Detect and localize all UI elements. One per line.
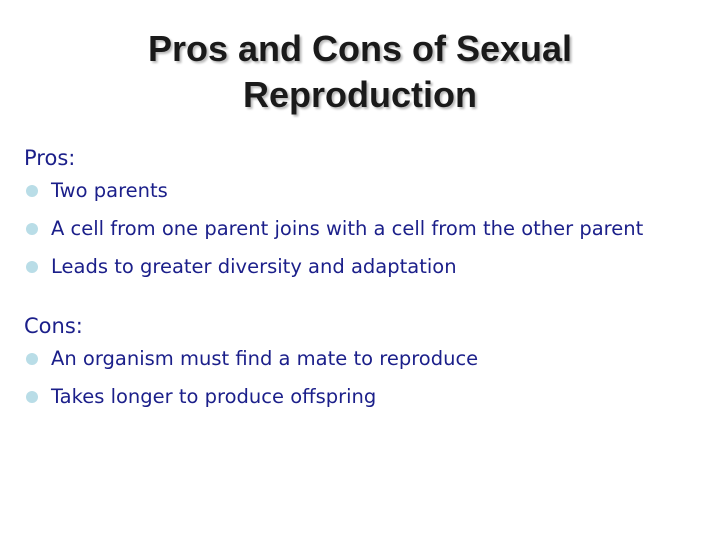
list-item: Takes longer to produce offspring xyxy=(24,384,478,410)
cons-heading: Cons: xyxy=(24,314,83,338)
list-item: Two parents xyxy=(24,178,643,204)
circle-bullet-icon xyxy=(26,391,38,403)
list-item-text: Leads to greater diversity and adaptatio… xyxy=(51,255,457,278)
list-item-text: An organism must find a mate to reproduc… xyxy=(51,347,479,370)
list-item-text: A cell from one parent joins with a cell… xyxy=(51,217,644,240)
pros-heading: Pros: xyxy=(24,146,76,170)
slide-title-line-1: Pros and Cons of Sexual xyxy=(147,28,573,69)
slide-title: Pros and Cons of Sexual Reproduction xyxy=(0,26,720,118)
cons-list: An organism must find a mate to reproduc… xyxy=(24,346,478,410)
pros-list: Two parents A cell from one parent joins… xyxy=(24,178,643,280)
list-item: A cell from one parent joins with a cell… xyxy=(24,216,643,242)
cons-section: Cons: An organism must find a mate to re… xyxy=(24,312,478,422)
list-item-text: Two parents xyxy=(51,179,168,202)
pros-section: Pros: Two parents A cell from one parent… xyxy=(24,144,643,292)
list-item: Leads to greater diversity and adaptatio… xyxy=(24,254,643,280)
circle-bullet-icon xyxy=(26,353,38,365)
circle-bullet-icon xyxy=(26,261,38,273)
list-item: An organism must find a mate to reproduc… xyxy=(24,346,478,372)
circle-bullet-icon xyxy=(26,223,38,235)
circle-bullet-icon xyxy=(26,185,38,197)
slide-title-line-2: Reproduction xyxy=(243,74,477,115)
list-item-text: Takes longer to produce offspring xyxy=(51,385,377,408)
